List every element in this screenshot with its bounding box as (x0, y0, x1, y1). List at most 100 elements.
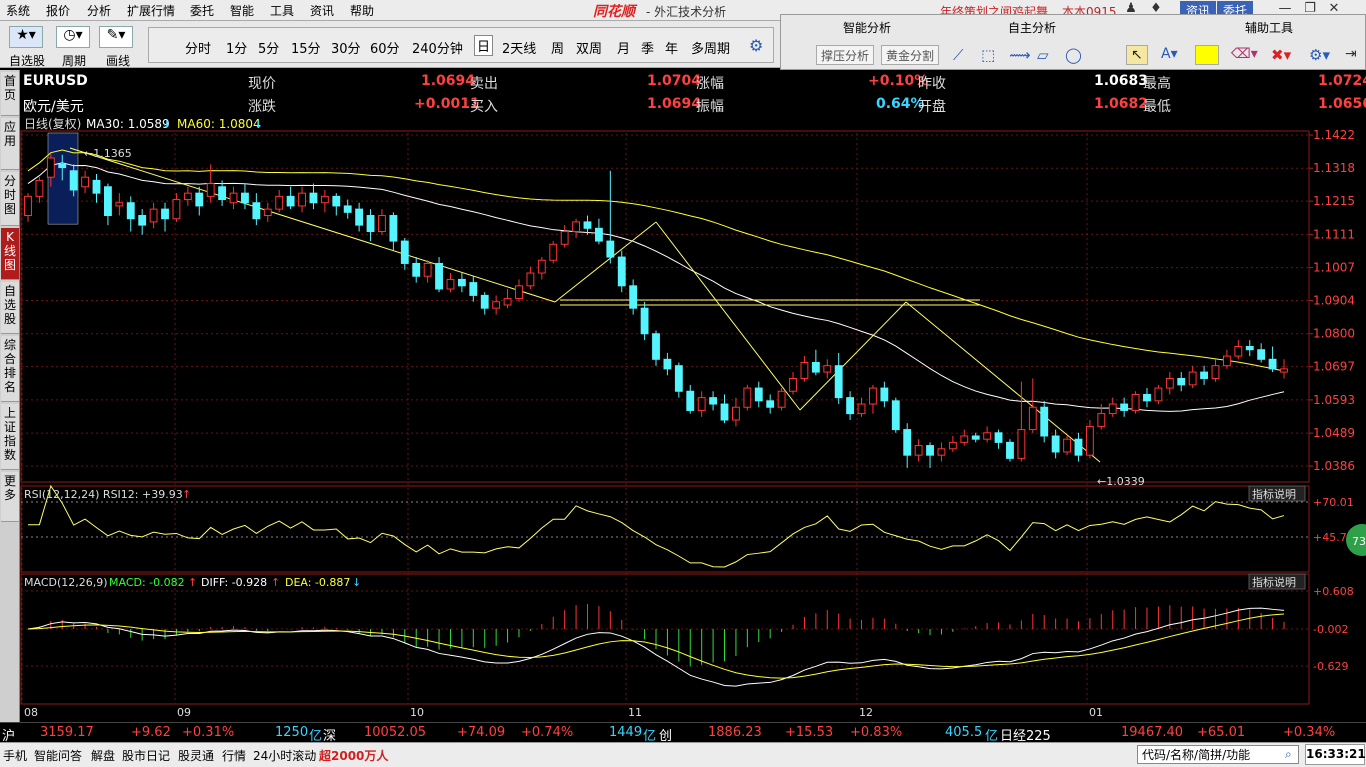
float-badge[interactable] (1346, 524, 1366, 556)
candle-body (435, 262, 443, 290)
status-diary[interactable]: 股市日记 (122, 749, 171, 763)
candle-body (960, 435, 969, 443)
rsi-title: RSI(12,12,24) RSI12: +39.93 (24, 488, 183, 501)
menu-system[interactable]: 系统 (6, 4, 31, 18)
cursor-tool-icon[interactable]: ↖ (1126, 45, 1148, 65)
search-magnifier-icon[interactable]: ⌕ (1285, 747, 1292, 761)
status-gulingtong[interactable]: 股灵通 (178, 749, 215, 763)
candle-body (697, 397, 706, 411)
candle-body (766, 400, 775, 408)
candle-body (241, 192, 249, 204)
ma60-line (27, 149, 1285, 372)
menu-extended[interactable]: 扩展行情 (127, 4, 176, 18)
side-tab-more[interactable]: 更多 (1, 472, 19, 522)
period-day[interactable]: 日 (474, 35, 494, 56)
period-quarter[interactable]: 季 (641, 42, 655, 57)
rect-tool-icon[interactable]: ⬚ (981, 46, 996, 64)
period-30m[interactable]: 30分 (331, 42, 361, 57)
self-analysis-header[interactable]: 自主分析 (1008, 21, 1057, 35)
candle-body (914, 445, 923, 456)
parallelogram-tool-icon[interactable]: ▱ (1037, 46, 1049, 64)
candle-body (423, 262, 432, 277)
settings-gear-icon[interactable]: ⚙ (749, 36, 764, 55)
index-ticker[interactable]: 沪 3159.17 +9.62 +0.31% 1250 亿 深 10052.05… (0, 722, 1366, 744)
status-scroll[interactable]: 24小时滚动 (253, 749, 317, 763)
candle-body (777, 390, 786, 408)
candle-body (1268, 358, 1277, 370)
cy-amount: 405.5 (945, 725, 983, 740)
side-tab-watchlist[interactable]: 自选股 (1, 282, 19, 334)
period-60m[interactable]: 60分 (370, 42, 400, 57)
main-pane-frame (20, 130, 1310, 483)
aux-tools-header[interactable]: 辅助工具 (1245, 21, 1294, 35)
period-month[interactable]: 月 (617, 42, 631, 57)
status-market[interactable]: 行情 (222, 749, 247, 763)
delete-icon[interactable]: ✖▾ (1271, 46, 1292, 64)
candle-body (1165, 377, 1174, 389)
menu-trade[interactable]: 委托 (190, 4, 215, 18)
minimize-icon[interactable]: — (1278, 1, 1292, 16)
menu-tools[interactable]: 工具 (270, 4, 295, 18)
period-1m[interactable]: 1分 (226, 42, 248, 57)
period-week[interactable]: 周 (551, 42, 565, 57)
period-5m[interactable]: 5分 (258, 42, 280, 57)
period-year[interactable]: 年 (665, 42, 679, 57)
watchlist-star-icon[interactable]: ★▾ (9, 26, 43, 48)
status-mobile[interactable]: 手机 (3, 749, 28, 763)
line-tool-icon[interactable]: ⟋ (953, 46, 964, 64)
status-review[interactable]: 解盘 (91, 749, 116, 763)
side-tab-home[interactable]: 首页 (1, 72, 19, 116)
menu-help[interactable]: 帮助 (350, 4, 375, 18)
close-icon[interactable]: ✕ (1328, 1, 1340, 16)
status-highlight[interactable]: 超2000万人 (319, 749, 389, 763)
side-tab-ranking[interactable]: 综合排名 (1, 336, 19, 402)
candle-body (629, 285, 638, 309)
side-tab-timeshare[interactable]: 分时图 (1, 172, 19, 226)
period-clock-icon[interactable]: ◷▾ (56, 26, 90, 48)
sz-label: 深 (323, 729, 337, 744)
ellipse-tool-icon[interactable]: ◯ (1065, 46, 1082, 64)
channel-tool-icon[interactable]: ⟿ (1009, 46, 1031, 64)
search-input[interactable]: 代码/名称/简拼/功能 (1137, 745, 1299, 764)
period-2week[interactable]: 双周 (576, 42, 603, 57)
smart-analysis-header[interactable]: 智能分析 (843, 21, 892, 35)
sh-value: 3159.17 (40, 725, 94, 740)
candle-body (1120, 403, 1129, 411)
side-tab-kline[interactable]: K线图 (1, 228, 19, 280)
restore-icon[interactable]: ❐ (1304, 1, 1316, 16)
rsi-tick-label: +70.01 (1313, 496, 1354, 509)
menu-smart[interactable]: 智能 (230, 4, 255, 18)
candle-body (663, 358, 672, 370)
candle-body (252, 202, 261, 220)
side-tab-sh-index[interactable]: 上证指数 (1, 404, 19, 470)
period-2day[interactable]: 2天线 (502, 42, 537, 57)
candle-body (355, 208, 364, 226)
eraser-icon[interactable]: ⌫▾ (1231, 46, 1258, 62)
shirt-icon[interactable]: ♦ (1150, 1, 1162, 16)
more-arrow-icon[interactable]: ⇥ (1345, 46, 1357, 62)
color-picker-icon[interactable] (1195, 45, 1219, 65)
period-240m[interactable]: 240分钟 (412, 42, 463, 57)
bell-icon[interactable]: ♟ (1125, 1, 1137, 16)
settings-icon[interactable]: ⚙▾ (1309, 46, 1330, 64)
period-multi[interactable]: 多周期 (691, 42, 731, 57)
diff-arrow-icon: ↑ (271, 576, 280, 589)
text-tool-icon[interactable]: A▾ (1161, 46, 1178, 62)
side-tab-apps[interactable]: 应用 (1, 118, 19, 170)
status-qa[interactable]: 智能问答 (34, 749, 83, 763)
golden-section-button[interactable]: 黄金分割 (881, 45, 940, 65)
macd-explain-button[interactable] (1248, 573, 1306, 590)
candle-body (446, 278, 455, 290)
menu-quote[interactable]: 报价 (46, 4, 71, 18)
pressure-analysis-button[interactable]: 撑压分析 (816, 45, 875, 65)
draw-pen-icon[interactable]: ✎▾ (99, 26, 133, 48)
period-15m[interactable]: 15分 (291, 42, 321, 57)
candle-body (572, 221, 580, 232)
rsi-explain-button[interactable] (1248, 485, 1306, 502)
menu-analysis[interactable]: 分析 (87, 4, 112, 18)
candle-body (206, 183, 215, 197)
buy-label: 买入 (470, 99, 498, 115)
period-tick[interactable]: 分时 (185, 42, 212, 57)
candle-body (948, 441, 957, 450)
menu-news[interactable]: 资讯 (310, 4, 335, 18)
